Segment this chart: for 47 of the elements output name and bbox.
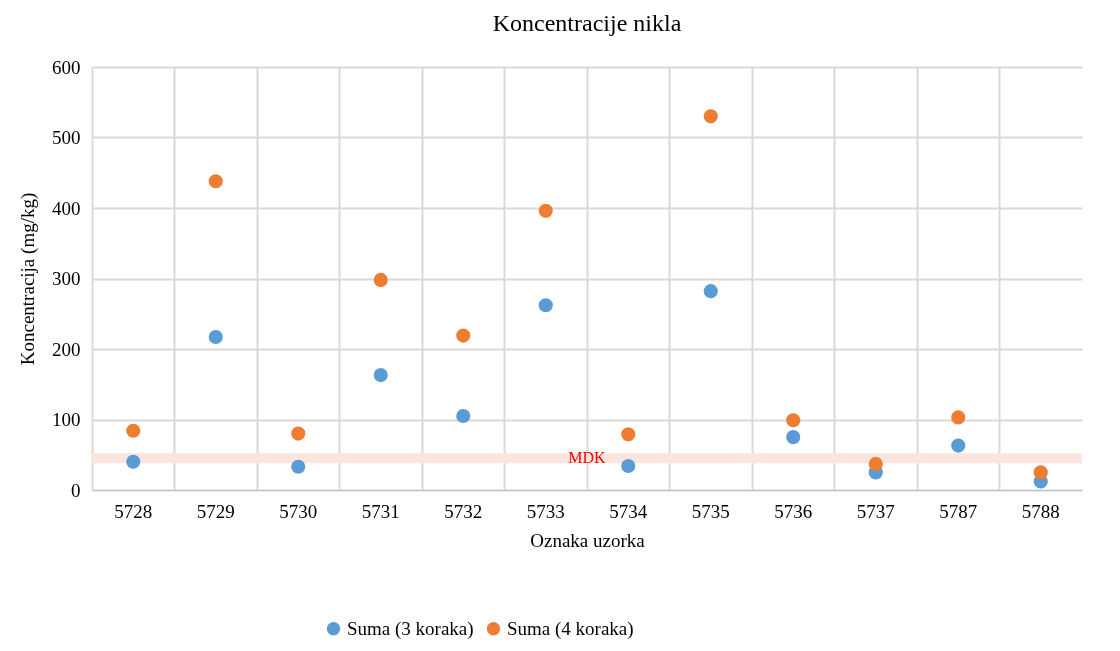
point [291,459,306,474]
point [456,328,471,343]
x-tick-label: 5733 [526,500,565,522]
y-tick-label: 400 [52,197,81,219]
chart-title: Koncentracije nikla [492,10,682,36]
y-tick-label: 200 [52,338,81,360]
point [373,272,388,287]
x-tick-label: 5732 [444,500,483,522]
point [621,458,636,474]
point [538,203,553,218]
point [126,423,141,438]
point [703,284,718,299]
x-tick-label: 5734 [609,500,648,522]
x-tick-label: 5735 [691,500,730,522]
y-tick-label: 100 [52,409,81,430]
point [456,408,471,424]
x-tick-label: 5788 [1021,500,1060,522]
point [126,454,141,469]
y-tick-label: 300 [52,268,81,289]
y-tick-label: 500 [52,127,81,148]
legend-label: Suma (4 koraka) [507,617,634,640]
x-tick-label: 5729 [196,500,235,522]
y-tick-label: 0 [71,479,81,501]
y-axis-title: Koncentracija (mg/kg) [17,192,39,366]
ref-line-label: MDK [568,449,607,467]
x-axis-title: Oznaka uzorka [530,529,646,551]
x-tick-label: 5736 [774,500,813,522]
x-tick-label: 5728 [114,500,153,522]
legend-label: Suma (3 koraka) [347,617,474,640]
x-tick-label: 5731 [361,500,400,522]
point [621,427,636,442]
point [1033,465,1048,480]
point [703,109,718,124]
point [786,413,801,428]
x-tick-label: 5730 [279,500,318,522]
point [208,329,223,345]
point [373,368,388,383]
x-tick-label: 5737 [856,500,895,522]
point [538,298,553,313]
point [868,456,883,471]
point [291,426,306,441]
point [208,174,223,189]
point [786,430,801,445]
point [951,410,966,425]
x-tick-label: 5787 [939,500,978,522]
y-tick-label: 600 [52,56,81,78]
point [951,438,966,453]
